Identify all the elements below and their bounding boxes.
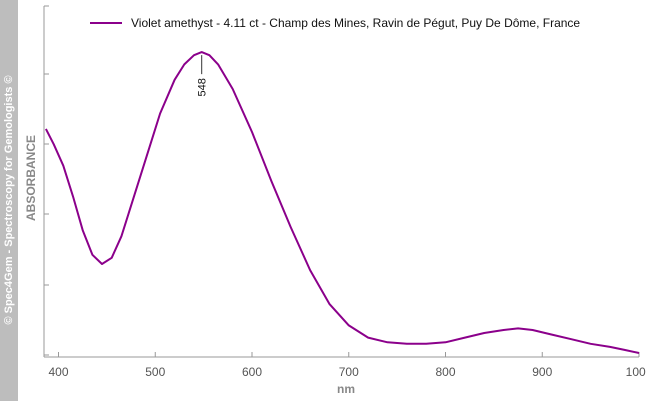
y-axis-title: ABSORBANCE [24, 135, 38, 221]
x-tick-label: 700 [339, 365, 359, 379]
x-tick-label: 900 [532, 365, 552, 379]
peak-label: 548 [197, 78, 209, 96]
x-tick-label: 500 [145, 365, 165, 379]
legend-label: Violet amethyst - 4.11 ct - Champ des Mi… [131, 16, 580, 30]
x-tick-label: 600 [242, 365, 262, 379]
x-tick-label: 800 [435, 365, 455, 379]
x-tick-label: 1000 [626, 365, 646, 379]
x-tick-label: 400 [48, 365, 68, 379]
x-axis-title: nm [337, 382, 355, 396]
watermark-band: © Spec4Gem - Spectroscopy for Gemologist… [0, 0, 18, 401]
series-line [45, 51, 640, 354]
